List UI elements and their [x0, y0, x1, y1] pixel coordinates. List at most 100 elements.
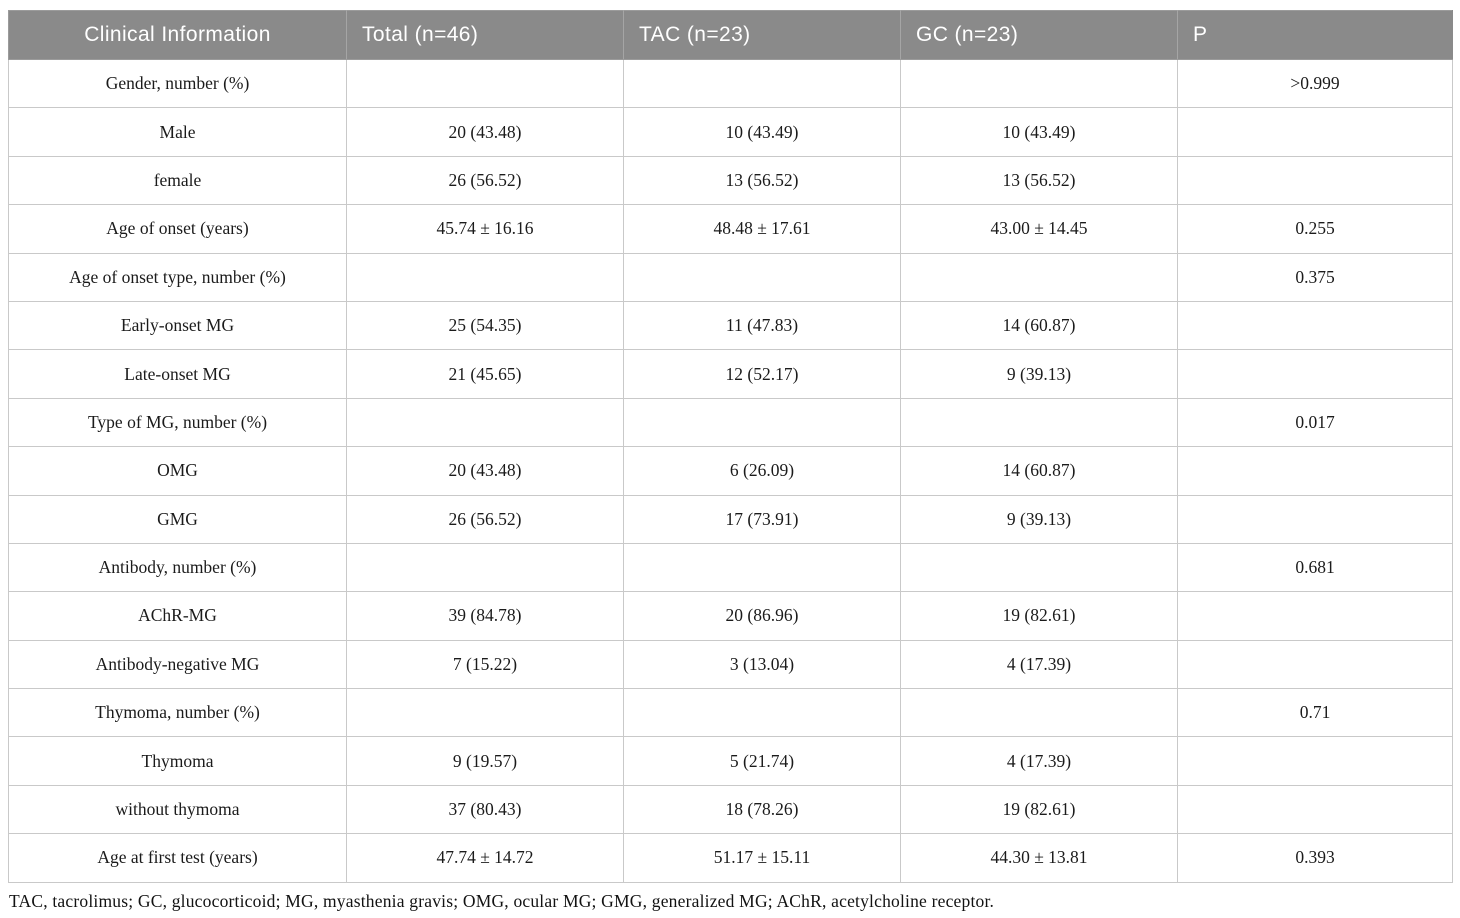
table-row: Thymoma 9 (19.57) 5 (21.74) 4 (17.39)	[8, 736, 1453, 786]
tac-value-cell: 18 (78.26)	[623, 784, 901, 835]
gc-value-cell: 4 (17.39)	[900, 736, 1178, 786]
tac-value-cell: 13 (56.52)	[623, 155, 901, 206]
column-header-total: Total (n=46)	[346, 10, 624, 60]
row-label-cell: without thymoma	[8, 784, 347, 835]
table-footnote: TAC, tacrolimus; GC, glucocorticoid; MG,…	[9, 890, 995, 911]
total-value-cell: 47.74 ± 14.72	[346, 833, 624, 883]
total-value-cell: 21 (45.65)	[346, 349, 624, 399]
total-value-cell: 37 (80.43)	[346, 784, 624, 835]
p-value-cell: 0.71	[1177, 688, 1453, 738]
clinical-information-table-figure: Clinical Information Total (n=46) TAC (n…	[8, 10, 1453, 912]
gc-value-cell: 43.00 ± 14.45	[900, 204, 1178, 254]
tac-value-cell	[623, 397, 901, 448]
row-label-cell: Late-onset MG	[8, 349, 347, 399]
gc-value-cell: 9 (39.13)	[900, 494, 1178, 544]
row-label-cell: Type of MG, number (%)	[8, 397, 347, 448]
row-label-cell: Male	[8, 107, 347, 157]
tac-value-cell	[623, 542, 901, 593]
column-header-p-value: P	[1177, 10, 1453, 60]
column-header-gc: GC (n=23)	[900, 10, 1178, 60]
table-row: Antibody-negative MG 7 (15.22) 3 (13.04) 4 …	[8, 639, 1453, 690]
table-row: OMG 20 (43.48) 6 (26.09) 14 (60.87)	[8, 446, 1453, 496]
p-value-cell	[1177, 446, 1453, 496]
row-label-cell: Age at first test (years)	[8, 833, 347, 883]
total-value-cell: 39 (84.78)	[346, 591, 624, 641]
gc-value-cell: 13 (56.52)	[900, 155, 1178, 206]
gc-value-cell: 44.30 ± 13.81	[900, 833, 1178, 883]
table-row: Age of onset (years) 45.74 ± 16.16 48.48 ±…	[8, 204, 1453, 254]
table-row: Age at first test (years) 47.74 ± 14.72 51…	[8, 833, 1453, 883]
table-row: female 26 (56.52) 13 (56.52) 13 (56.52)	[8, 155, 1453, 206]
p-value-cell	[1177, 591, 1453, 641]
table-row: Early-onset MG 25 (54.35) 11 (47.83) 14 (60…	[8, 300, 1453, 351]
p-value-cell	[1177, 107, 1453, 157]
p-value-cell: 0.393	[1177, 833, 1453, 883]
row-label-cell: Age of onset (years)	[8, 204, 347, 254]
gc-value-cell	[900, 252, 1178, 302]
tac-value-cell: 12 (52.17)	[623, 349, 901, 399]
p-value-cell: 0.255	[1177, 204, 1453, 254]
p-value-cell: 0.681	[1177, 542, 1453, 593]
table-row: GMG 26 (56.52) 17 (73.91) 9 (39.13)	[8, 494, 1453, 544]
gc-value-cell: 19 (82.61)	[900, 591, 1178, 641]
table-row: Thymoma, number (%) 0.71	[8, 688, 1453, 738]
tac-value-cell	[623, 688, 901, 738]
row-label-cell: Thymoma, number (%)	[8, 688, 347, 738]
gc-value-cell: 10 (43.49)	[900, 107, 1178, 157]
p-value-cell: 0.375	[1177, 252, 1453, 302]
total-value-cell	[346, 542, 624, 593]
p-value-cell: 0.017	[1177, 397, 1453, 448]
tac-value-cell: 48.48 ± 17.61	[623, 204, 901, 254]
tac-value-cell: 17 (73.91)	[623, 494, 901, 544]
table-header-row: Clinical Information Total (n=46) TAC (n…	[8, 10, 1453, 60]
row-label-cell: Antibody-negative MG	[8, 639, 347, 690]
row-label-cell: OMG	[8, 446, 347, 496]
row-label-cell: AChR-MG	[8, 591, 347, 641]
tac-value-cell: 10 (43.49)	[623, 107, 901, 157]
gc-value-cell: 14 (60.87)	[900, 446, 1178, 496]
tac-value-cell	[623, 252, 901, 302]
row-label-cell: Gender, number (%)	[8, 58, 347, 109]
p-value-cell	[1177, 736, 1453, 786]
tac-value-cell: 6 (26.09)	[623, 446, 901, 496]
total-value-cell	[346, 252, 624, 302]
tac-value-cell: 3 (13.04)	[623, 639, 901, 690]
p-value-cell	[1177, 155, 1453, 206]
gc-value-cell	[900, 542, 1178, 593]
total-value-cell: 25 (54.35)	[346, 300, 624, 351]
tac-value-cell: 51.17 ± 15.11	[623, 833, 901, 883]
column-header-clinical-information: Clinical Information	[8, 10, 347, 60]
gc-value-cell: 14 (60.87)	[900, 300, 1178, 351]
table-row: without thymoma 37 (80.43) 18 (78.26) 19 (8…	[8, 784, 1453, 835]
p-value-cell	[1177, 349, 1453, 399]
table-row: Late-onset MG 21 (45.65) 12 (52.17) 9 (39.1…	[8, 349, 1453, 399]
row-label-cell: Antibody, number (%)	[8, 542, 347, 593]
row-label-cell: GMG	[8, 494, 347, 544]
table-row: Age of onset type, number (%) 0.375	[8, 252, 1453, 302]
table-row: Gender, number (%) >0.999	[8, 58, 1453, 109]
row-label-cell: Early-onset MG	[8, 300, 347, 351]
row-label-cell: Thymoma	[8, 736, 347, 786]
column-header-tac: TAC (n=23)	[623, 10, 901, 60]
total-value-cell: 9 (19.57)	[346, 736, 624, 786]
total-value-cell: 20 (43.48)	[346, 446, 624, 496]
gc-value-cell: 4 (17.39)	[900, 639, 1178, 690]
gc-value-cell: 19 (82.61)	[900, 784, 1178, 835]
tac-value-cell	[623, 58, 901, 109]
total-value-cell: 20 (43.48)	[346, 107, 624, 157]
p-value-cell	[1177, 784, 1453, 835]
total-value-cell	[346, 688, 624, 738]
total-value-cell: 26 (56.52)	[346, 494, 624, 544]
total-value-cell	[346, 397, 624, 448]
total-value-cell: 7 (15.22)	[346, 639, 624, 690]
row-label-cell: female	[8, 155, 347, 206]
table-row: Male 20 (43.48) 10 (43.49) 10 (43.49)	[8, 107, 1453, 157]
table-row: AChR-MG 39 (84.78) 20 (86.96) 19 (82.61)	[8, 591, 1453, 641]
gc-value-cell: 9 (39.13)	[900, 349, 1178, 399]
gc-value-cell	[900, 688, 1178, 738]
total-value-cell	[346, 58, 624, 109]
tac-value-cell: 20 (86.96)	[623, 591, 901, 641]
tac-value-cell: 5 (21.74)	[623, 736, 901, 786]
clinical-information-table: Clinical Information Total (n=46) TAC (n…	[8, 10, 1453, 883]
row-label-cell: Age of onset type, number (%)	[8, 252, 347, 302]
